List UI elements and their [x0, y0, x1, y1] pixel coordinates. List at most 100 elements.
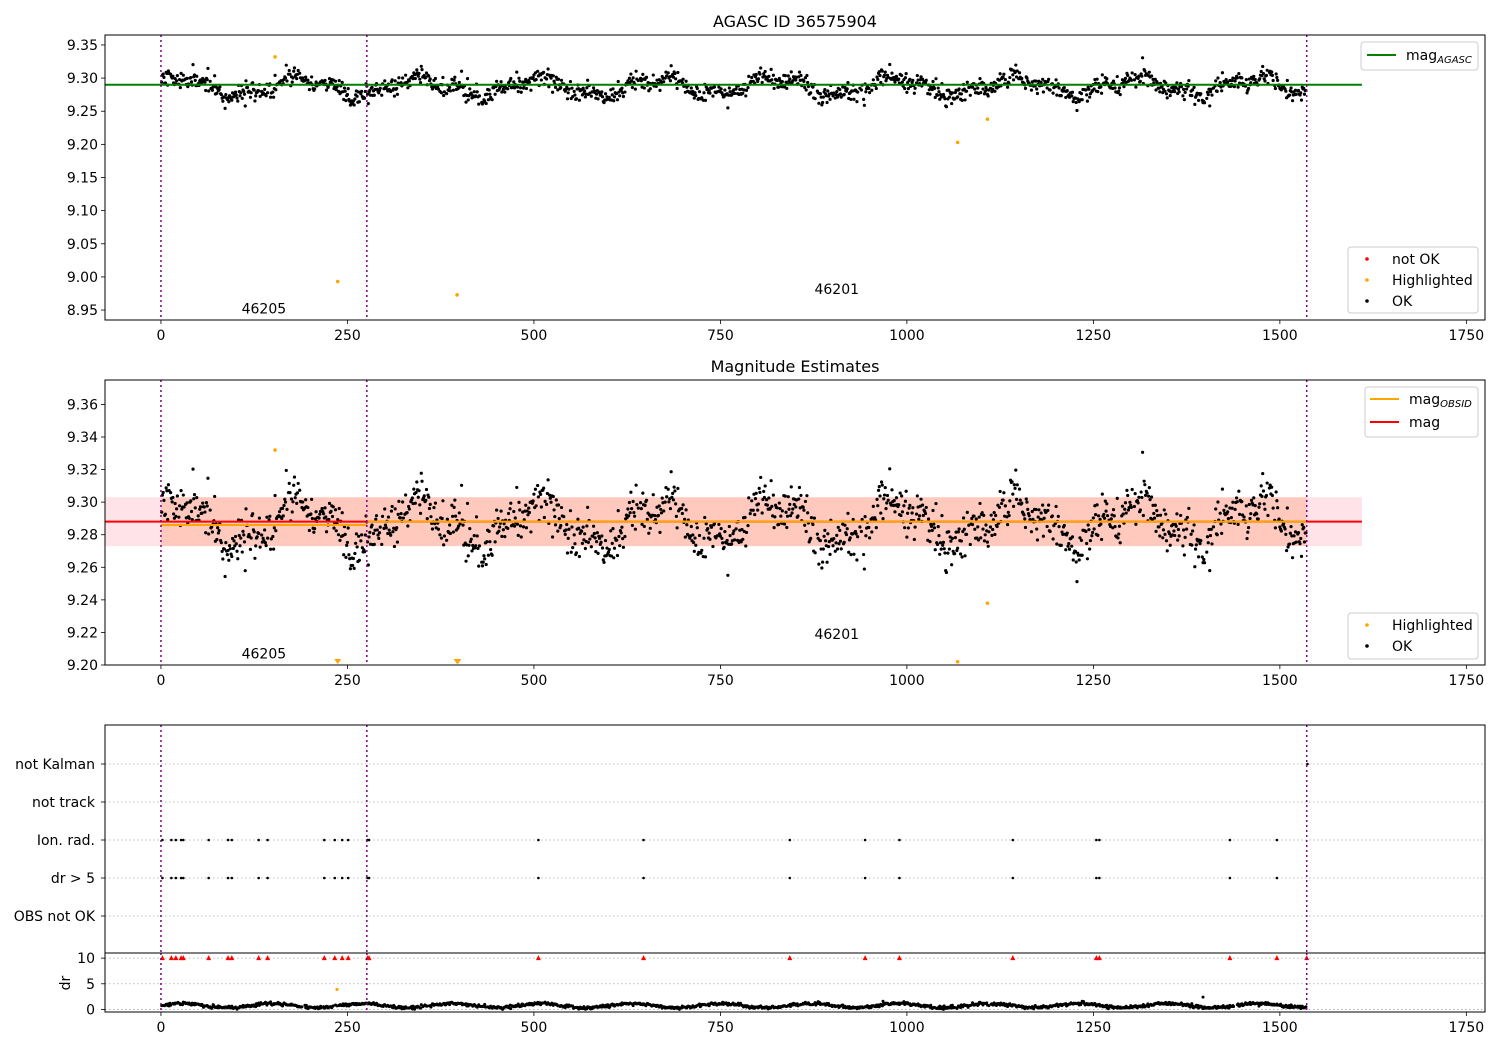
ok-point	[468, 87, 472, 91]
ok-point	[997, 505, 1001, 509]
ok-point	[257, 516, 262, 520]
ok-point	[1177, 90, 1181, 94]
legend-marker-swatch	[1365, 278, 1369, 282]
ok-point	[1152, 511, 1156, 516]
ok-point	[353, 551, 357, 556]
ok-point	[1065, 89, 1069, 93]
ok-point	[638, 76, 643, 80]
ok-point	[203, 510, 207, 514]
ok-point	[566, 91, 570, 95]
ok-point	[509, 76, 513, 81]
ok-point	[754, 72, 758, 77]
ok-point	[1102, 516, 1107, 520]
ok-point	[465, 501, 470, 506]
ok-point	[932, 526, 937, 530]
ok-point	[599, 540, 603, 544]
ok-point	[1092, 527, 1096, 531]
dr-point	[169, 1003, 173, 1007]
ok-point	[1249, 81, 1253, 85]
ok-point	[287, 481, 291, 485]
ok-point	[464, 100, 468, 104]
ok-point	[570, 86, 574, 90]
ok-point	[988, 525, 993, 529]
ok-point	[518, 86, 523, 90]
ok-point	[1264, 73, 1269, 77]
ok-point	[607, 95, 611, 99]
ok-point	[234, 93, 238, 97]
ok-point	[1070, 535, 1075, 539]
ok-point	[794, 78, 798, 82]
ok-point	[468, 527, 472, 531]
ok-point	[415, 68, 419, 72]
ok-point	[906, 86, 910, 91]
ok-point	[1224, 78, 1228, 82]
ok-point	[697, 533, 702, 538]
ok-point	[355, 545, 359, 549]
ok-point	[290, 80, 294, 84]
ok-point	[458, 522, 462, 526]
ok-point	[1184, 518, 1188, 522]
ok-point	[984, 523, 988, 527]
ok-point	[266, 536, 270, 540]
ok-point	[529, 88, 533, 92]
ok-point	[283, 500, 288, 504]
panel2-xtick-label: 1750	[1449, 673, 1485, 689]
ok-point	[1070, 90, 1075, 94]
ok-point	[359, 92, 363, 96]
ok-point	[703, 515, 707, 520]
ok-point	[351, 556, 355, 561]
ok-point	[667, 500, 671, 504]
ok-point	[977, 515, 981, 519]
ok-point	[1133, 73, 1137, 77]
flag-point	[1098, 876, 1101, 880]
ok-point	[974, 517, 978, 521]
ok-point	[951, 549, 955, 553]
ok-point	[903, 499, 908, 503]
flag-category-label: OBS not OK	[14, 909, 96, 925]
ok-point	[972, 514, 976, 518]
ok-point	[878, 494, 882, 498]
ok-point	[1003, 504, 1007, 508]
ok-point	[243, 104, 247, 108]
ok-point	[783, 74, 787, 78]
ok-point	[846, 511, 850, 515]
ok-point	[633, 514, 637, 518]
ok-point	[1259, 69, 1263, 74]
ok-point	[908, 77, 912, 81]
ok-point	[295, 76, 299, 81]
ok-point	[1100, 73, 1104, 77]
ok-point	[274, 88, 278, 92]
ok-point	[1055, 542, 1059, 546]
ok-point	[239, 536, 243, 540]
panel2-legend-markers	[1347, 612, 1479, 660]
ok-point	[499, 509, 503, 513]
ok-point	[708, 91, 712, 95]
ok-point	[770, 78, 774, 82]
ok-point	[1086, 523, 1090, 527]
ok-point	[881, 517, 885, 521]
ok-point	[897, 503, 901, 507]
ok-point	[1173, 90, 1177, 94]
dr-point	[331, 1004, 335, 1008]
ok-point	[559, 85, 563, 90]
ok-point	[1182, 528, 1186, 532]
ok-point	[357, 100, 361, 104]
ok-point	[312, 530, 316, 534]
ok-point	[404, 493, 408, 497]
flag-point	[863, 876, 867, 880]
ok-point	[826, 532, 830, 536]
ok-point	[1299, 98, 1304, 102]
ok-point	[676, 70, 680, 75]
ok-point	[664, 485, 668, 490]
ok-point	[427, 506, 432, 511]
ok-point	[398, 516, 402, 520]
ok-point	[906, 511, 910, 515]
ok-point	[1185, 87, 1189, 91]
ok-point	[439, 536, 444, 540]
ok-point	[1270, 70, 1274, 74]
ok-point	[1214, 507, 1218, 511]
ok-point	[384, 526, 388, 530]
ok-point	[1193, 547, 1198, 551]
ok-point	[1141, 513, 1145, 518]
ok-point	[993, 532, 997, 537]
